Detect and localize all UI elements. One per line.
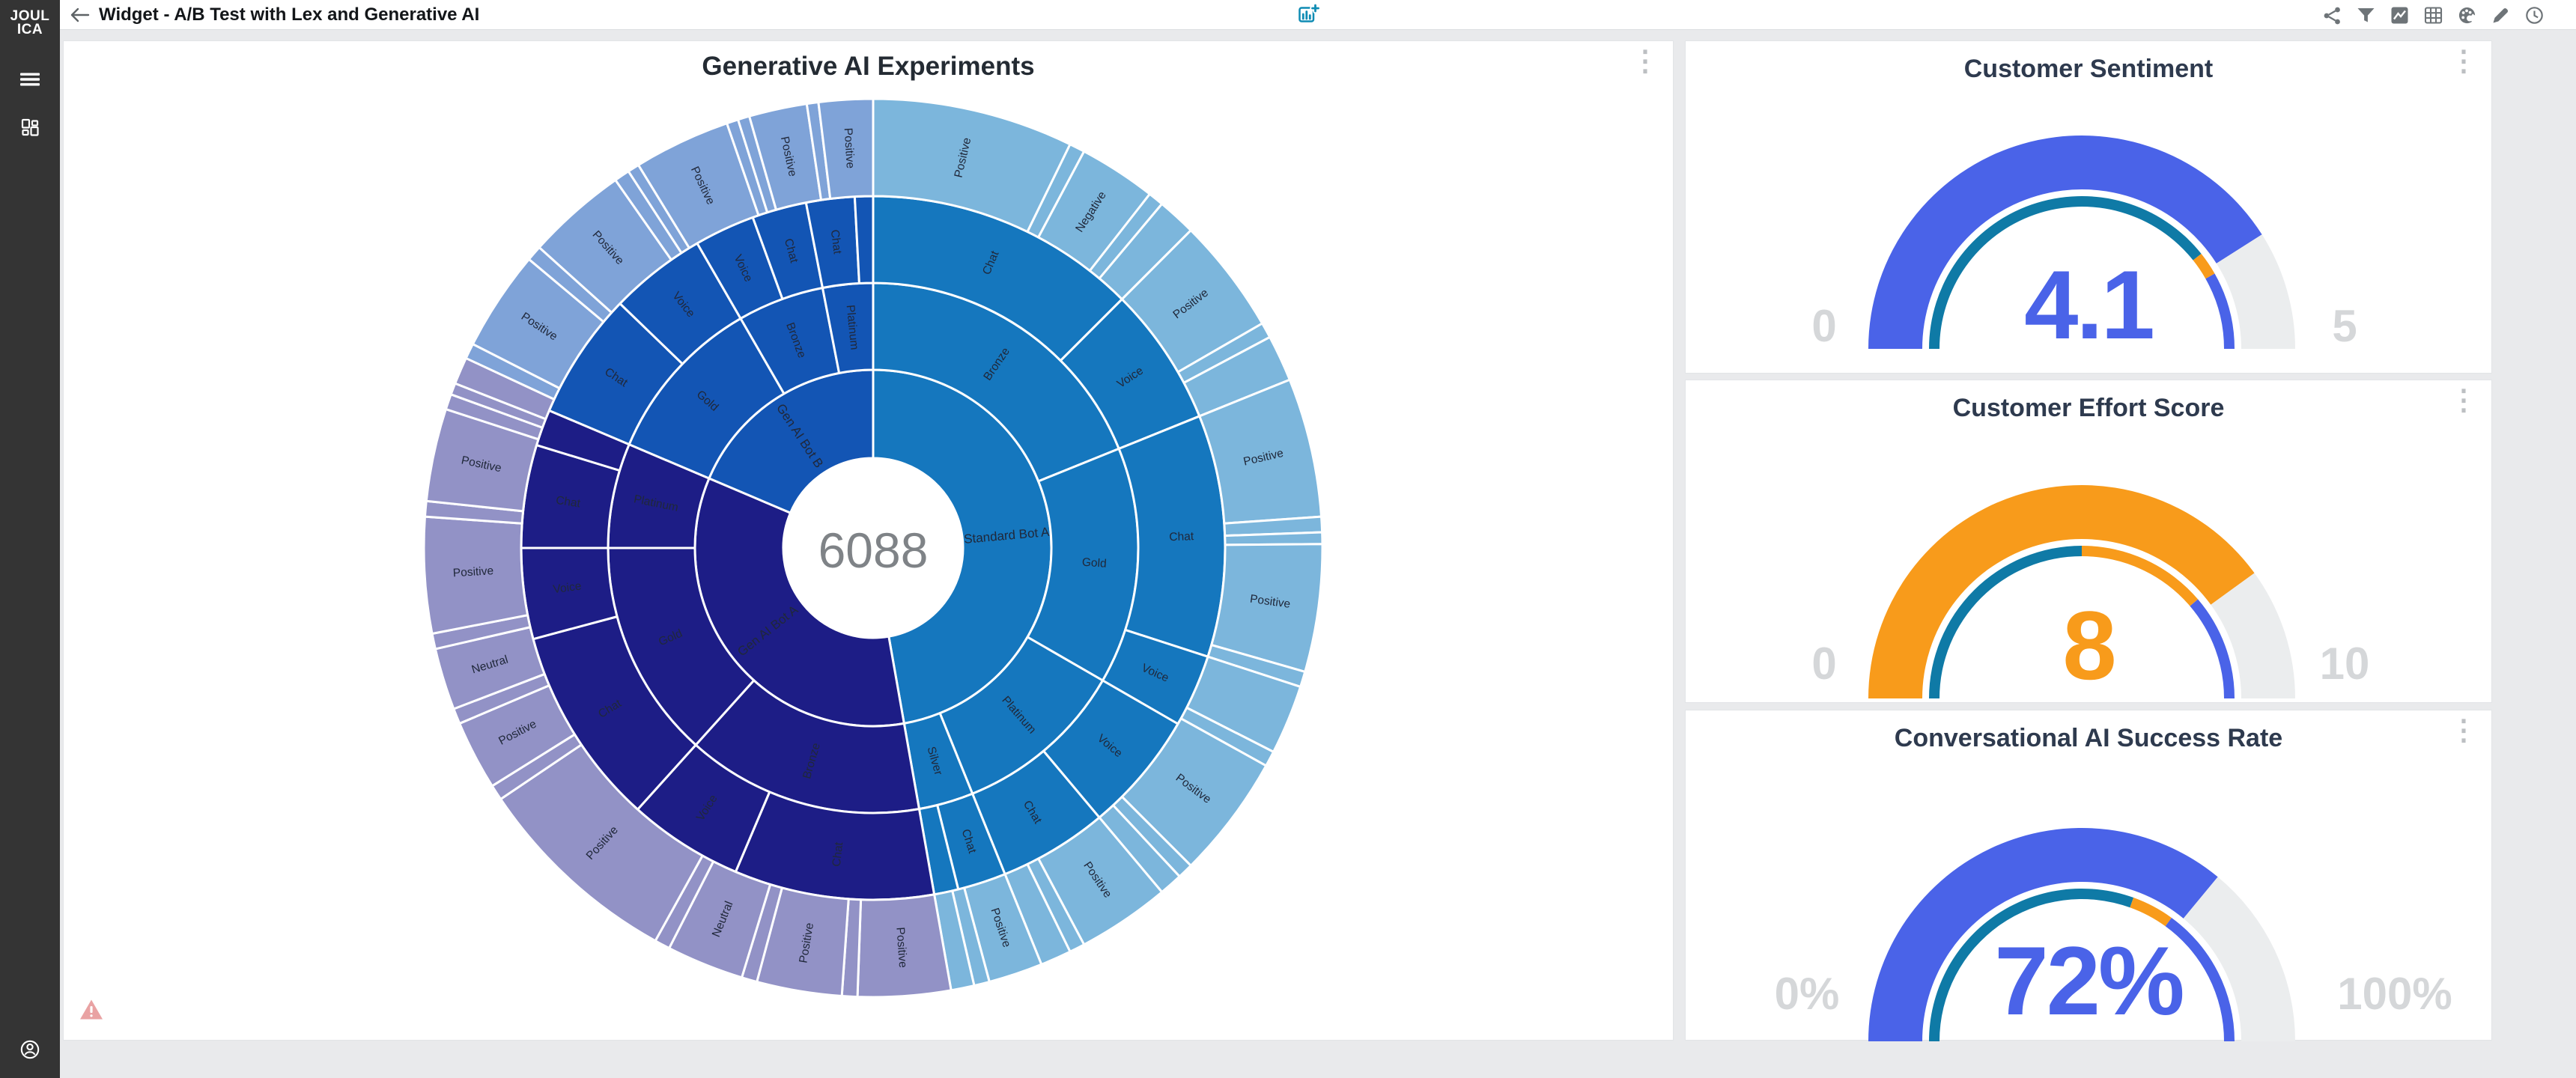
- gauge-value-arc: [1868, 135, 2262, 349]
- gauge-value: 72%: [1994, 926, 2184, 1035]
- sunburst-segment[interactable]: [1224, 531, 1324, 546]
- sunburst-center-total: 6088: [818, 523, 929, 578]
- gauge-title: Conversational AI Success Rate: [1894, 724, 2283, 752]
- gauge-chart: [1868, 135, 2295, 349]
- gauge-title: Customer Sentiment: [1963, 55, 2214, 83]
- gauge-chart: [1868, 485, 2295, 698]
- sunburst-segment-label: Chat: [1169, 530, 1194, 543]
- gauge-chart: [1868, 828, 2295, 1041]
- logo-line-1: JOUL: [10, 8, 50, 24]
- gauge-inner-band: [2082, 546, 2199, 606]
- account-icon[interactable]: [19, 1038, 41, 1061]
- gauge-inner-band: [2190, 599, 2235, 698]
- sunburst-segment-label: Positive: [893, 927, 909, 968]
- gauge-max-label: 10: [2319, 639, 2370, 689]
- sunburst-segment-label: Positive: [452, 564, 493, 579]
- gauge-min-label: 0: [1811, 301, 1837, 351]
- sunburst-segment[interactable]: [853, 195, 875, 284]
- menu-icon[interactable]: [20, 70, 40, 89]
- gauge-track-arc: [2216, 234, 2295, 349]
- sunburst-segment-label: Chat: [555, 494, 582, 511]
- sunburst-segment-label: Platinum: [844, 304, 861, 350]
- sidebar: JOUL ICA: [0, 0, 60, 1078]
- share-icon[interactable]: [2322, 5, 2342, 25]
- gauge-inner-band: [2165, 917, 2235, 1041]
- gauge-value-arc: [1868, 828, 2218, 1041]
- gauge-track-arc: [2183, 877, 2295, 1041]
- sunburst-segment-label: Chat: [828, 229, 844, 255]
- sunburst-segment-label: Gold: [1081, 556, 1107, 570]
- logo-line-2: ICA: [16, 22, 43, 37]
- gauge-value: 4.1: [2024, 250, 2155, 359]
- dashboards-icon[interactable]: [20, 118, 40, 137]
- card-menu-icon[interactable]: ⋮: [2449, 715, 2478, 746]
- sunburst-title: Generative AI Experiments: [702, 52, 1035, 81]
- sunburst-segment[interactable]: [817, 97, 875, 201]
- header: Widget - A/B Test with Lex and Generativ…: [60, 0, 2576, 30]
- gauge-inner-band: [1929, 546, 2082, 698]
- card-menu-icon[interactable]: ⋮: [1631, 46, 1659, 77]
- gauge-inner-band: [2205, 273, 2235, 349]
- back-arrow-icon[interactable]: [69, 5, 90, 25]
- add-chart-icon[interactable]: [1297, 2, 1321, 26]
- gauge-min-label: 0: [1811, 639, 1837, 689]
- gauge-value: 8: [2062, 591, 2116, 700]
- sunburst-segment-label: Voice: [553, 579, 583, 596]
- sunburst-segment-label: Chat: [830, 841, 846, 867]
- card-menu-icon[interactable]: ⋮: [2449, 46, 2478, 77]
- history-clock-icon[interactable]: [2524, 5, 2545, 25]
- card-menu-icon[interactable]: ⋮: [2449, 385, 2478, 416]
- image-chart-icon[interactable]: [2390, 5, 2410, 25]
- sunburst-card: Generative AI Experiments ⋮ Standard Bot…: [63, 40, 1674, 1041]
- gauge-max-label: 5: [2332, 301, 2357, 351]
- sunburst-center: [783, 458, 963, 638]
- table-icon[interactable]: [2423, 5, 2443, 25]
- warning-icon[interactable]: [79, 999, 103, 1020]
- header-actions: [2322, 5, 2545, 25]
- gauge-inner-band: [2130, 898, 2172, 927]
- gauge-max-label: 100%: [2337, 969, 2452, 1019]
- gauge-track-arc: [2211, 573, 2295, 698]
- gauge-card-customer-sentiment: Customer Sentiment ⋮ 4.1 0 5: [1685, 40, 2492, 374]
- gauge-title: Customer Effort Score: [1952, 394, 2225, 422]
- gauge-inner-band: [2193, 253, 2215, 279]
- gauge-value-arc: [1868, 485, 2255, 698]
- gauge-card-conversational-ai-success-rate: Conversational AI Success Rate ⋮ 72% 0% …: [1685, 710, 2492, 1041]
- palette-icon[interactable]: [2457, 5, 2478, 25]
- edit-pencil-icon[interactable]: [2491, 5, 2511, 25]
- gauge-inner-band: [1929, 196, 2202, 349]
- filter-icon[interactable]: [2356, 5, 2376, 25]
- joulica-logo[interactable]: JOUL ICA: [0, 8, 60, 37]
- gauge-min-label: 0%: [1774, 969, 1840, 1019]
- gauge-card-customer-effort-score: Customer Effort Score ⋮ 8 0 10: [1685, 380, 2492, 703]
- page-title: Widget - A/B Test with Lex and Generativ…: [99, 4, 480, 25]
- sunburst-segment-label: Positive: [842, 127, 857, 168]
